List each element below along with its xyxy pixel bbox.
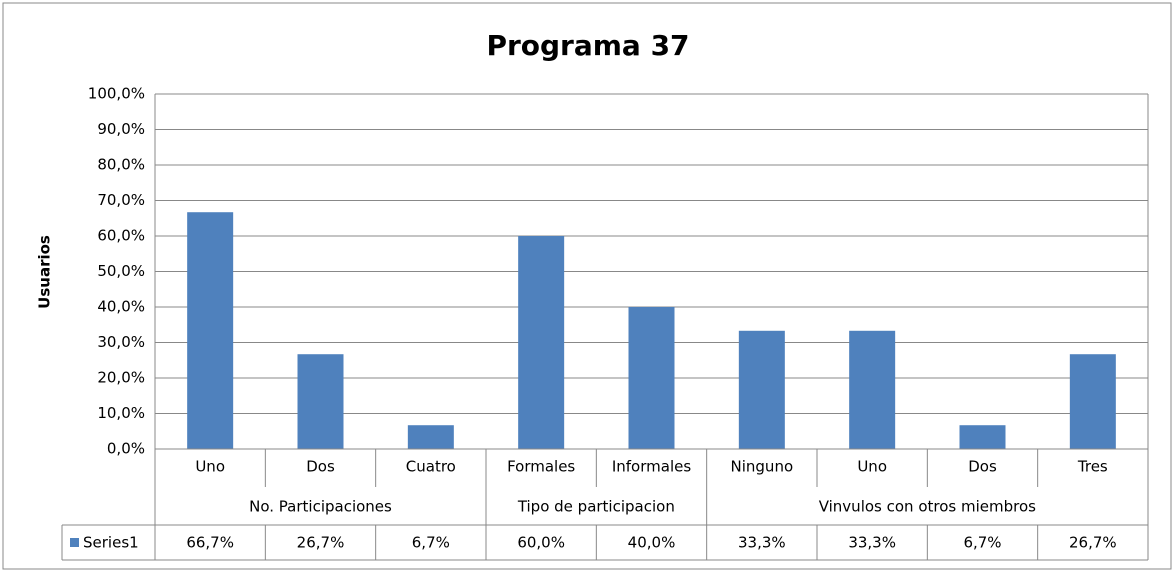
bar bbox=[738, 330, 785, 449]
y-tick-label: 80,0% bbox=[97, 156, 145, 174]
legend-label: Series1 bbox=[83, 534, 139, 552]
x-tick-label: Uno bbox=[857, 458, 887, 476]
bar bbox=[187, 212, 234, 449]
y-axis-label: Usuarios bbox=[36, 235, 54, 309]
legend-key bbox=[70, 538, 79, 547]
x-tick-label: Formales bbox=[507, 458, 575, 476]
x-tick-label: Uno bbox=[195, 458, 225, 476]
data-table-value: 6,7% bbox=[412, 534, 450, 552]
y-tick-label: 10,0% bbox=[97, 404, 145, 422]
x-tick-label: Dos bbox=[306, 458, 335, 476]
y-tick-label: 100,0% bbox=[88, 85, 145, 103]
bar bbox=[297, 354, 344, 449]
chart-title: Programa 37 bbox=[486, 29, 689, 62]
bar bbox=[518, 236, 565, 449]
group-label: Vinvulos con otros miembros bbox=[819, 498, 1036, 516]
data-table-value: 33,3% bbox=[738, 534, 786, 552]
data-table-value: 40,0% bbox=[628, 534, 676, 552]
data-table-value: 26,7% bbox=[297, 534, 345, 552]
y-tick-label: 40,0% bbox=[97, 298, 145, 316]
data-table-value: 6,7% bbox=[963, 534, 1001, 552]
data-table-value: 26,7% bbox=[1069, 534, 1117, 552]
bar bbox=[407, 425, 454, 449]
data-table-value: 33,3% bbox=[848, 534, 896, 552]
x-tick-label: Cuatro bbox=[406, 458, 456, 476]
bar bbox=[849, 330, 896, 449]
data-table-value: 60,0% bbox=[517, 534, 565, 552]
y-tick-label: 60,0% bbox=[97, 227, 145, 245]
chart-border bbox=[2, 2, 1172, 570]
y-tick-label: 0,0% bbox=[107, 440, 145, 458]
bar bbox=[959, 425, 1006, 449]
data-table-value: 66,7% bbox=[186, 534, 234, 552]
bar bbox=[628, 307, 675, 449]
y-tick-label: 30,0% bbox=[97, 333, 145, 351]
x-tick-label: Dos bbox=[968, 458, 997, 476]
y-tick-label: 90,0% bbox=[97, 120, 145, 138]
y-tick-label: 50,0% bbox=[97, 262, 145, 280]
group-label: Tipo de participacion bbox=[517, 498, 675, 516]
y-tick-label: 70,0% bbox=[97, 191, 145, 209]
x-tick-label: Tres bbox=[1077, 458, 1108, 476]
group-label: No. Participaciones bbox=[249, 498, 392, 516]
x-tick-label: Ninguno bbox=[731, 458, 794, 476]
y-tick-label: 20,0% bbox=[97, 369, 145, 387]
bar bbox=[1069, 354, 1116, 449]
x-tick-label: Informales bbox=[612, 458, 691, 476]
